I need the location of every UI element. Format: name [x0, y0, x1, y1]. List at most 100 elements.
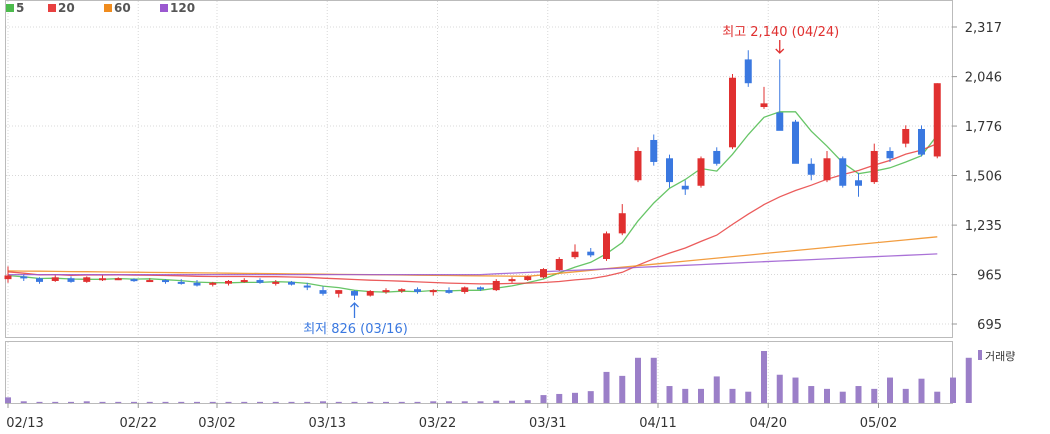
candle-body — [760, 103, 768, 108]
volume-bar — [36, 401, 43, 403]
volume-bar — [855, 386, 862, 403]
candle-body — [697, 158, 705, 186]
date-tick-label: 03/13 — [309, 416, 346, 431]
volume-bar — [446, 401, 452, 403]
date-tick-label: 03/22 — [419, 416, 456, 431]
volume-bar — [225, 401, 232, 403]
volume-bars — [5, 351, 972, 403]
candle-body — [650, 139, 658, 162]
volume-bar — [682, 388, 689, 403]
candle-body — [555, 258, 563, 270]
candle-body — [445, 290, 453, 293]
price-tick-label: 1,506 — [965, 170, 1002, 185]
candle-body — [634, 150, 642, 181]
volume-bar — [509, 400, 515, 403]
date-tick-label: 03/02 — [198, 416, 235, 431]
volume-bar — [761, 351, 767, 403]
volume-bar — [477, 401, 484, 403]
date-tick-label: 02/13 — [6, 416, 43, 431]
volume-panel-frame — [5, 341, 953, 404]
legend-swatch — [6, 4, 14, 12]
date-axis: 02/13 02/22 03/02 03/13 03/22 03/31 04/11 04/20… — [6, 403, 897, 431]
date-tick-label: 02/22 — [120, 416, 157, 431]
low-annotation-label: 최저 826 (03/16) — [303, 322, 408, 337]
volume-bar — [20, 401, 27, 403]
candle-body — [587, 251, 595, 256]
volume-bar — [131, 401, 137, 403]
volume-bar — [745, 391, 752, 403]
candle-body — [382, 290, 390, 293]
volume-bar — [619, 375, 626, 403]
candle-body — [429, 290, 437, 293]
volume-bar — [461, 401, 468, 403]
candle-body — [524, 276, 532, 281]
volume-bar — [650, 357, 657, 403]
volume-bar — [99, 401, 106, 403]
volume-bar — [320, 401, 326, 403]
volume-bar — [146, 401, 153, 403]
price-panel-frame — [5, 0, 953, 338]
high-arrowhead-icon — [775, 48, 785, 54]
volume-bar — [257, 401, 263, 403]
volume-bar — [871, 388, 878, 403]
volume-bar — [351, 401, 358, 403]
volume-bar — [524, 400, 531, 403]
candle-body — [492, 280, 500, 291]
legend: 5 20 60 120 — [6, 1, 195, 15]
candle-body — [792, 121, 799, 164]
low-arrowhead-icon — [350, 302, 359, 308]
volume-bar — [918, 378, 925, 403]
date-tick-label: 04/20 — [750, 416, 787, 431]
volume-bar — [603, 371, 610, 403]
candle-body — [177, 281, 185, 284]
volume-bar — [572, 392, 578, 403]
volume-bar — [162, 401, 169, 403]
volume-bar — [635, 357, 641, 403]
candle-body — [807, 163, 815, 175]
volume-bar — [178, 401, 185, 403]
candle-body — [272, 281, 280, 284]
candle-body — [666, 158, 673, 183]
candle-body — [83, 277, 91, 282]
volume-bar — [272, 401, 279, 403]
candle-body — [414, 289, 421, 292]
moving-average-line — [8, 253, 938, 276]
price-tick-label: 2,317 — [965, 21, 1002, 36]
candle-body — [130, 279, 138, 282]
candle-body — [540, 269, 547, 278]
candle-body — [193, 282, 201, 286]
candle-body — [776, 112, 784, 131]
legend-swatch — [104, 4, 112, 12]
date-tick-label: 05/02 — [860, 416, 897, 431]
volume-bar — [241, 401, 248, 403]
candle-body — [114, 278, 122, 281]
price-tick-label: 2,046 — [965, 71, 1002, 86]
volume-bar — [965, 357, 972, 403]
volume-legend-swatch — [978, 350, 982, 360]
candle-body — [146, 280, 154, 283]
volume-bar — [556, 393, 563, 403]
candle-body — [823, 158, 831, 181]
candle-body — [477, 287, 484, 290]
legend-swatch — [160, 4, 168, 12]
candle-body — [20, 276, 28, 279]
candle-body — [99, 278, 106, 281]
legend-label: 20 — [58, 1, 75, 15]
moving-average-lines — [7, 111, 938, 293]
volume-bar — [430, 401, 437, 403]
candle-body — [366, 291, 374, 296]
volume-bar — [887, 377, 893, 403]
moving-average-line — [7, 111, 938, 293]
date-tick-label: 04/11 — [639, 416, 676, 431]
volume-bar — [68, 401, 74, 403]
volume-bar — [587, 391, 594, 403]
volume-bar — [698, 388, 704, 403]
candle-body — [4, 275, 12, 280]
candle-body — [209, 282, 217, 285]
volume-bar — [367, 401, 374, 403]
legend-label: 60 — [114, 1, 131, 15]
volume-bar — [934, 391, 941, 403]
candle-body — [729, 77, 736, 148]
price-tick-label: 1,235 — [965, 219, 1002, 234]
high-annotation: 최고 2,140 (04/24) — [722, 25, 839, 54]
